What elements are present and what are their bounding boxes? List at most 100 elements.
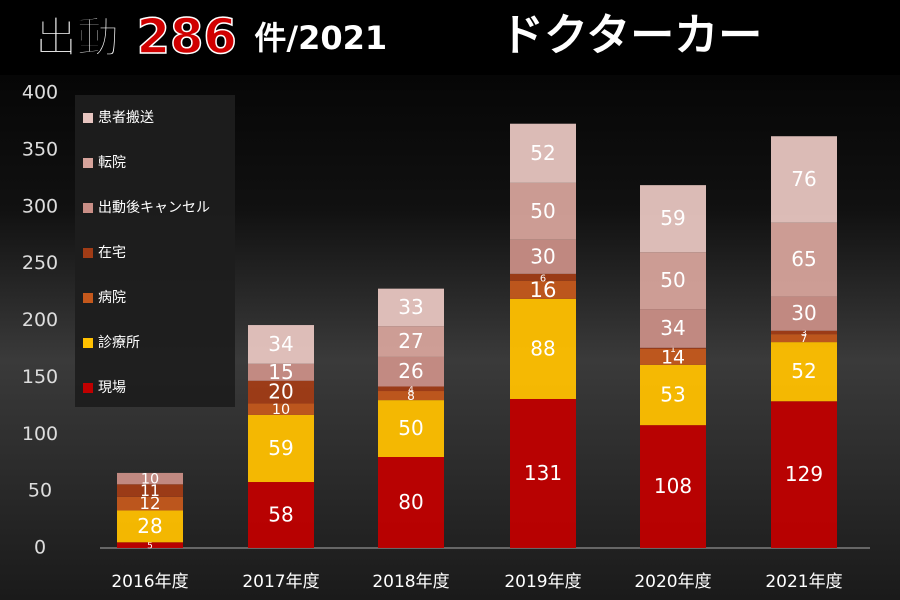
value-label: 10 [141, 472, 159, 488]
x-tick-label: 2017年度 [242, 572, 319, 592]
legend-label: 在宅 [98, 245, 126, 261]
chart-subtitle: ドクターカー [500, 10, 762, 61]
bar-segment [640, 348, 706, 365]
legend-swatch [83, 203, 93, 213]
bar-segment [248, 380, 314, 404]
y-tick-label: 300 [22, 195, 58, 217]
bar-segment [378, 326, 444, 357]
bar-segment [117, 510, 183, 543]
y-tick-label: 400 [22, 82, 58, 104]
bar-segment [640, 185, 706, 253]
value-label: 34 [660, 316, 685, 340]
value-label: 1 [670, 345, 676, 355]
value-label: 129 [785, 462, 823, 486]
value-label: 10 [272, 402, 290, 418]
bar-segment [510, 398, 576, 548]
legend-swatch [83, 338, 93, 348]
bar-segment [771, 136, 837, 223]
bar-segment [117, 472, 183, 485]
value-label: 53 [660, 383, 685, 407]
bar-segment [510, 298, 576, 399]
value-label: 59 [660, 206, 685, 230]
legend-swatch [83, 293, 93, 303]
value-label: 4 [408, 385, 414, 395]
bar-segment [378, 288, 444, 327]
legend-label: 転院 [98, 155, 126, 171]
x-tick-label: 2018年度 [372, 572, 449, 592]
value-label: 7 [801, 332, 808, 345]
value-label: 30 [530, 244, 555, 268]
value-label: 20 [268, 380, 293, 404]
legend-swatch [83, 248, 93, 258]
y-tick-label: 50 [28, 480, 52, 502]
bar-segment [378, 391, 444, 401]
bar-segment [771, 401, 837, 548]
bar-segment [510, 123, 576, 183]
bar-segment [640, 252, 706, 310]
legend-label: 病院 [98, 290, 126, 306]
bar-segment [117, 542, 183, 548]
bar-segment [117, 496, 183, 511]
legend-label: 出動後キャンセル [98, 200, 210, 216]
bar-segment [248, 414, 314, 483]
bar-segment [771, 330, 837, 335]
value-label: 33 [398, 295, 423, 319]
value-label: 59 [268, 436, 293, 460]
y-tick-label: 250 [22, 252, 58, 274]
x-tick-label: 2020年度 [634, 572, 711, 592]
legend-box [75, 95, 235, 407]
bar-segment [771, 222, 837, 297]
bar-segment [510, 239, 576, 274]
value-label: 16 [530, 277, 557, 302]
legend-swatch [83, 113, 93, 123]
bar-segment [771, 342, 837, 402]
title-number: 286 [137, 9, 237, 65]
value-label: 8 [407, 389, 415, 403]
bar-segment [640, 364, 706, 426]
legend-swatch [83, 383, 93, 393]
y-tick-label: 0 [34, 537, 46, 559]
value-label: 14 [661, 346, 685, 368]
bar-segment [248, 325, 314, 364]
value-label: 58 [268, 503, 293, 527]
value-label: 52 [530, 141, 555, 165]
x-tick-label: 2016年度 [111, 572, 188, 592]
bar-segment [510, 280, 576, 299]
bar-segment [378, 386, 444, 392]
value-label: 30 [791, 301, 816, 325]
y-tick-label: 350 [22, 138, 58, 160]
value-label: 26 [398, 359, 423, 383]
title-suffix: 件/2021 [254, 19, 387, 57]
value-label: 12 [139, 494, 160, 513]
value-label: 15 [268, 360, 294, 384]
y-tick-label: 100 [22, 423, 58, 445]
bar-segment [117, 484, 183, 497]
bar-segment [378, 457, 444, 548]
value-label: 28 [137, 514, 162, 538]
value-label: 6 [540, 273, 546, 284]
value-label: 27 [398, 329, 423, 353]
value-label: 52 [791, 359, 816, 383]
y-tick-label: 150 [22, 366, 58, 388]
value-label: 34 [268, 332, 293, 356]
legend-swatch [83, 158, 93, 168]
bar-segment [248, 363, 314, 381]
value-label: 80 [398, 490, 423, 514]
value-label: 108 [654, 474, 692, 498]
value-label: 50 [660, 268, 685, 292]
bar-segment [640, 309, 706, 348]
value-label: 131 [524, 461, 562, 485]
value-label: 50 [398, 416, 423, 440]
y-tick-label: 200 [22, 309, 58, 331]
chart-title: 出動 286 件/2021 [35, 9, 387, 65]
legend-label: 患者搬送 [98, 110, 154, 126]
bar-segment [248, 482, 314, 548]
legend-label: 現場 [98, 380, 126, 396]
value-label: 3 [801, 329, 807, 339]
bar-segment [640, 347, 706, 349]
bar-segment [510, 273, 576, 281]
legend-label: 診療所 [98, 334, 140, 351]
bar-segment [378, 356, 444, 387]
value-label: 65 [791, 247, 816, 271]
